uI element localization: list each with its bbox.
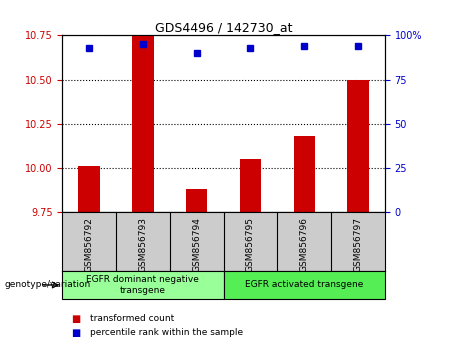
Bar	[62, 271, 224, 299]
Text: GSM856795: GSM856795	[246, 217, 255, 272]
Text: GSM856794: GSM856794	[192, 217, 201, 272]
Text: GSM856796: GSM856796	[300, 217, 309, 272]
Bar	[132, 35, 154, 212]
Bar	[78, 166, 100, 212]
Bar	[240, 159, 261, 212]
Text: EGFR activated transgene: EGFR activated transgene	[245, 280, 363, 290]
Text: genotype/variation: genotype/variation	[5, 280, 91, 290]
Text: ■: ■	[71, 328, 81, 338]
Bar	[347, 80, 369, 212]
Bar	[294, 136, 315, 212]
Bar	[186, 189, 207, 212]
Text: ■: ■	[71, 314, 81, 324]
Text: GSM856793: GSM856793	[138, 217, 148, 272]
Title: GDS4496 / 142730_at: GDS4496 / 142730_at	[155, 21, 292, 34]
Text: percentile rank within the sample: percentile rank within the sample	[90, 328, 243, 337]
Bar	[224, 271, 385, 299]
Text: GSM856797: GSM856797	[354, 217, 362, 272]
Text: EGFR dominant negative
transgene: EGFR dominant negative transgene	[87, 275, 199, 295]
Text: transformed count: transformed count	[90, 314, 174, 323]
Text: GSM856792: GSM856792	[85, 217, 94, 272]
